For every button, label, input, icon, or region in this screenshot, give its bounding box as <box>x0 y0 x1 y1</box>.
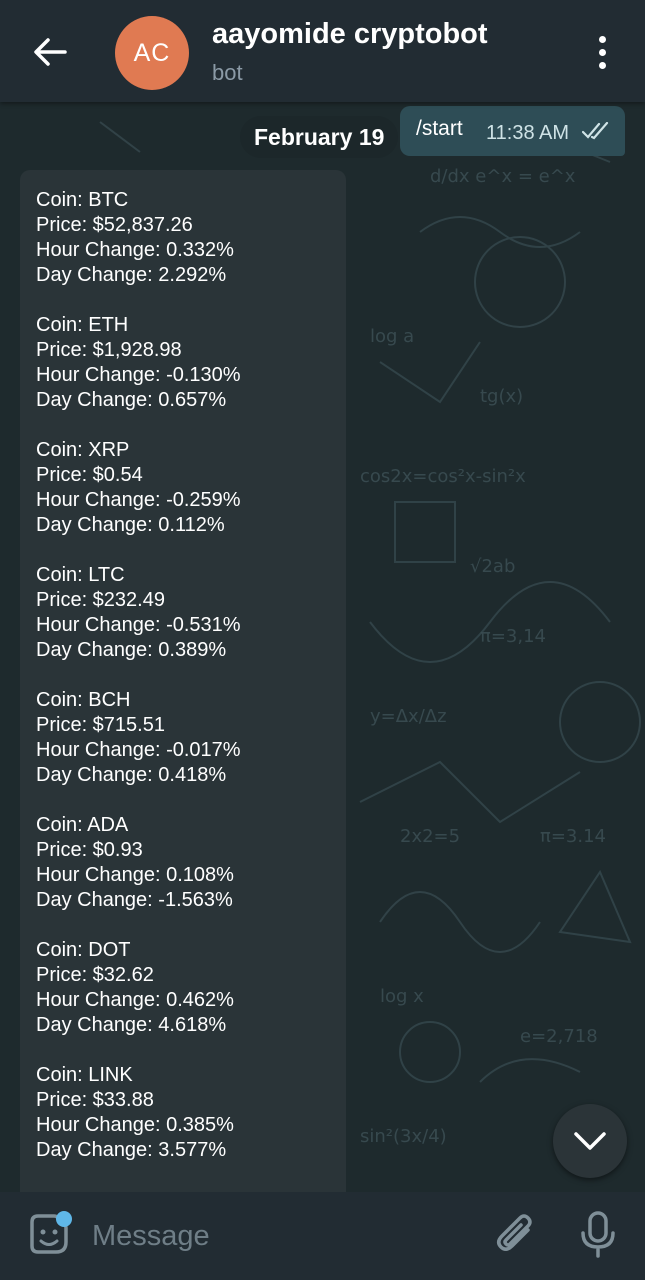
voice-message-button[interactable] <box>578 1210 618 1265</box>
chat-title[interactable]: aayomide cryptobot <box>212 18 488 50</box>
coin-entry: Coin: XRP Price: $0.54 Hour Change: -0.2… <box>36 438 336 538</box>
chat-wallpaper: d/dx e^x = e^x log a tg(x) cos2x=cos²x-s… <box>99 121 641 1147</box>
svg-text:cos2x=cos²x-sin²x: cos2x=cos²x-sin²x <box>360 466 526 487</box>
sticker-button[interactable] <box>24 1210 74 1260</box>
coin-day-change: Day Change: 0.112% <box>36 514 225 536</box>
double-check-icon <box>582 122 609 140</box>
svg-text:d/dx e^x = e^x: d/dx e^x = e^x <box>430 166 576 187</box>
coin-name: Coin: DOT <box>36 939 131 961</box>
coin-day-change: Day Change: 0.657% <box>36 389 227 411</box>
coin-name: Coin: ADA <box>36 814 129 836</box>
coin-hour-change: Hour Change: -0.531% <box>36 614 241 636</box>
message-input[interactable] <box>90 1212 474 1260</box>
more-vertical-icon <box>598 35 606 43</box>
coin-hour-change: Hour Change: 0.385% <box>36 1114 234 1136</box>
svg-text:2x2=5: 2x2=5 <box>400 826 460 847</box>
coin-name: Coin: XRP <box>36 439 130 461</box>
svg-text:y=Δx/Δz: y=Δx/Δz <box>370 706 447 727</box>
microphone-icon <box>581 1211 615 1258</box>
incoming-message[interactable]: Coin: BTC Price: $52,837.26 Hour Change:… <box>20 170 346 1192</box>
message-composer <box>0 1192 645 1280</box>
coin-price: Price: $232.49 <box>36 589 165 611</box>
date-label: February 19 <box>240 116 399 158</box>
coin-hour-change: Hour Change: 0.332% <box>36 239 234 261</box>
coin-name: Coin: BCH <box>36 689 131 711</box>
coin-entry: Coin: ADA Price: $0.93 Hour Change: 0.10… <box>36 813 336 913</box>
chevron-down-icon <box>574 1132 606 1150</box>
sticker-icon <box>30 1211 72 1254</box>
coin-price: Price: $52,837.26 <box>36 214 193 236</box>
back-button[interactable] <box>22 24 78 80</box>
chat-subtitle: bot <box>212 60 243 85</box>
message-text: /start <box>416 117 463 140</box>
svg-text:√2ab: √2ab <box>470 556 515 577</box>
coin-price: Price: $715.51 <box>36 714 165 736</box>
coin-entry: Coin: BCH Price: $715.51 Hour Change: -0… <box>36 688 336 788</box>
svg-text:log a: log a <box>370 326 414 347</box>
coin-entry: Coin: ETH Price: $1,928.98 Hour Change: … <box>36 313 336 413</box>
coin-day-change: Day Change: 0.418% <box>36 764 227 786</box>
coin-entry: Coin: LINK Price: $33.88 Hour Change: 0.… <box>36 1063 336 1163</box>
coin-name: Coin: BTC <box>36 189 129 211</box>
coin-hour-change: Hour Change: 0.108% <box>36 864 234 886</box>
coin-hour-change: Hour Change: -0.017% <box>36 739 241 761</box>
coin-entry: Coin: LTC Price: $232.49 Hour Change: -0… <box>36 563 336 663</box>
coin-name: Coin: ETH <box>36 314 129 336</box>
svg-text:e=2,718: e=2,718 <box>520 1026 598 1047</box>
svg-text:π=3,14: π=3,14 <box>480 626 546 647</box>
coin-price: Price: $32.62 <box>36 964 154 986</box>
coin-day-change: Day Change: -1.563% <box>36 889 233 911</box>
coin-day-change: Day Change: 4.618% <box>36 1014 227 1036</box>
svg-text:sin²(3x/4): sin²(3x/4) <box>360 1126 447 1147</box>
svg-text:tg(x): tg(x) <box>480 386 523 407</box>
coin-day-change: Day Change: 0.389% <box>36 639 227 661</box>
coin-price: Price: $33.88 <box>36 1089 154 1111</box>
avatar[interactable]: AC <box>115 16 189 90</box>
coin-name: Coin: LINK <box>36 1064 133 1086</box>
svg-text:π=3.14: π=3.14 <box>540 826 606 847</box>
chat-header: AC aayomide cryptobot bot <box>0 0 645 102</box>
chat-area[interactable]: d/dx e^x = e^x log a tg(x) cos2x=cos²x-s… <box>0 102 645 1192</box>
coin-entry: Coin: DOT Price: $32.62 Hour Change: 0.4… <box>36 938 336 1038</box>
coin-hour-change: Hour Change: -0.130% <box>36 364 241 386</box>
outgoing-message[interactable]: /start 11:38 AM <box>400 106 625 156</box>
coin-price: Price: $1,928.98 <box>36 339 182 361</box>
paperclip-icon <box>497 1214 532 1251</box>
coin-price: Price: $0.93 <box>36 839 143 861</box>
arrow-left-icon <box>34 38 67 66</box>
coin-hour-change: Hour Change: -0.259% <box>36 489 241 511</box>
svg-text:log x: log x <box>380 986 424 1007</box>
coin-price: Price: $0.54 <box>36 464 143 486</box>
coin-hour-change: Hour Change: 0.462% <box>36 989 234 1011</box>
coin-day-change: Day Change: 2.292% <box>36 264 227 286</box>
coin-name: Coin: LTC <box>36 564 125 586</box>
scroll-down-button[interactable] <box>553 1104 627 1178</box>
attach-button[interactable] <box>494 1212 538 1263</box>
coin-entry: Coin: BTC Price: $52,837.26 Hour Change:… <box>36 188 336 288</box>
coin-day-change: Day Change: 3.577% <box>36 1139 227 1161</box>
more-menu-button[interactable] <box>582 32 622 72</box>
message-time: 11:38 AM <box>486 122 570 144</box>
